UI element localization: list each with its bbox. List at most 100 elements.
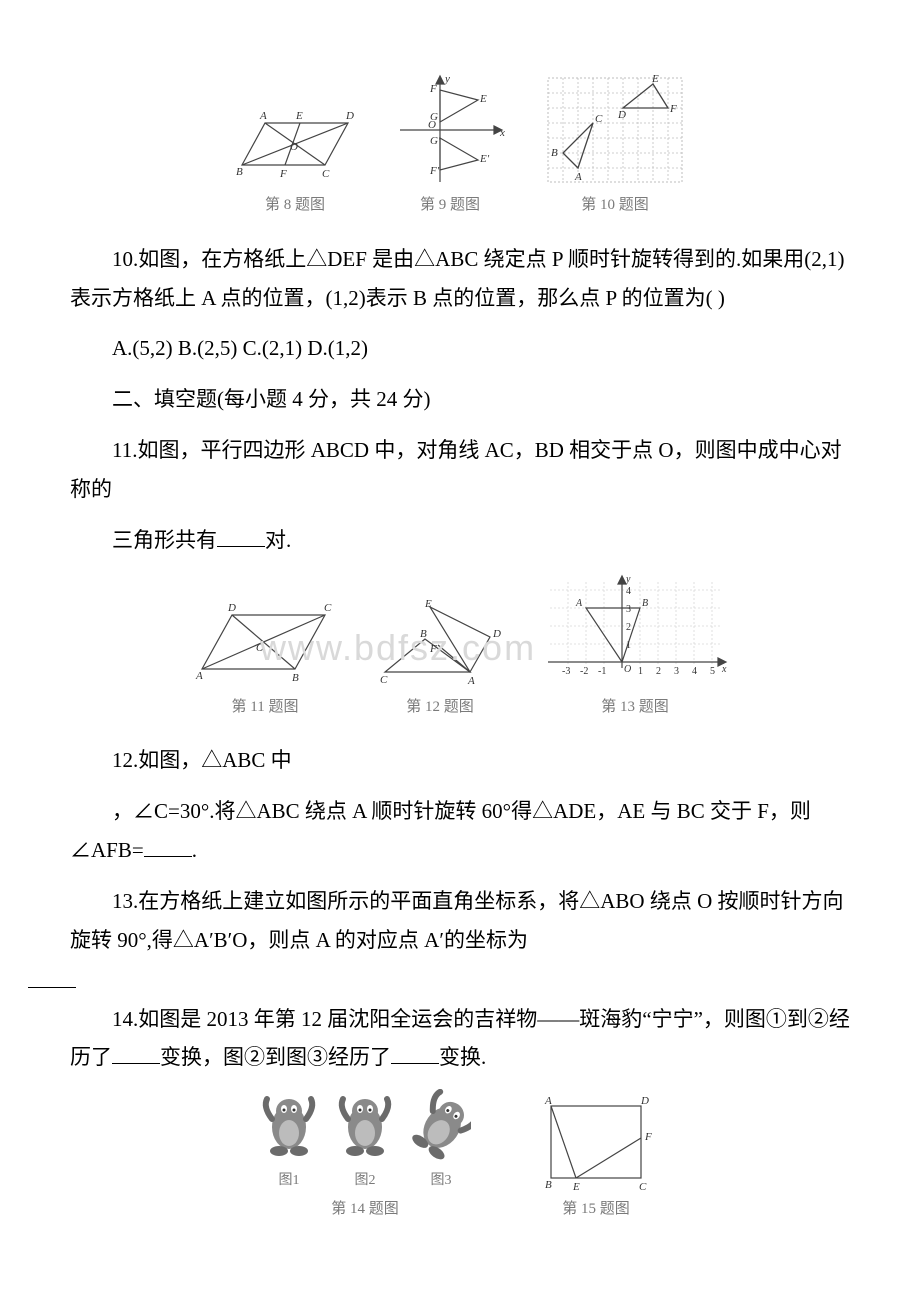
label-c: C: [322, 168, 330, 180]
q11-stem-b: 三角形共有 对.: [70, 521, 850, 560]
label-g: G: [430, 111, 438, 123]
label-a: A: [575, 598, 583, 609]
q14-post: 变换.: [439, 1045, 486, 1069]
caption-q8: 第 8 题图: [265, 192, 325, 220]
figure-q14: 图1 图2: [259, 1089, 471, 1224]
mascot-3-label: 图3: [431, 1168, 452, 1194]
caption-q11撒: 第 11 题图: [232, 694, 299, 722]
label-gp: G′: [430, 135, 441, 147]
tick-4: 4: [692, 666, 697, 677]
mascot-1-icon: [259, 1089, 319, 1164]
label-d: D: [492, 628, 501, 640]
label-fp: F′: [429, 165, 440, 177]
caption-q13: 第 13 题图: [601, 694, 669, 722]
label-a: A: [467, 675, 475, 687]
q10-options: A.(5,2) B.(2,5) C.(2,1) D.(1,2): [70, 329, 850, 368]
label-e: E: [479, 93, 487, 105]
figure-q11: D C A B O 第 11 题图: [190, 597, 340, 722]
label-c: C: [639, 1181, 647, 1193]
figure-row-q8-q9-q10: A E D B F C O 第 8 题图 y x: [70, 70, 850, 220]
label-d: D: [640, 1095, 649, 1107]
tick-3: 3: [674, 666, 679, 677]
section-2-heading: 二、填空题(每小题 4 分，共 24 分): [70, 380, 850, 419]
label-f: F: [669, 103, 677, 115]
tick-2: 2: [656, 666, 661, 677]
mascot-1-label: 图1: [279, 1168, 300, 1194]
blank-q14b: [391, 1042, 439, 1064]
q11-pre: 三角形共有: [112, 528, 217, 552]
label-b: B: [551, 147, 558, 159]
q10-stem: 10.如图，在方格纸上△DEF 是由△ABC 绕定点 P 顺时针旋转得到的.如果…: [70, 240, 850, 318]
blank-q11: [217, 525, 265, 547]
label-a: A: [195, 670, 203, 682]
figure-q8: A E D B F C O 第 8 题图: [230, 105, 360, 220]
tick-n2: -2: [580, 666, 588, 677]
mascot-3-icon: [411, 1089, 471, 1164]
label-d: D: [345, 110, 354, 122]
blank-q13: [28, 966, 76, 988]
label-f: F: [279, 168, 287, 180]
figure-q13: y x A B O -3 -2 -1 1 2 3 4 5 1 2 3 4 第 1…: [540, 572, 730, 722]
label-o: O: [290, 141, 298, 153]
label-e: E: [424, 598, 432, 610]
label-b: B: [642, 598, 648, 609]
tick-y2: 2: [626, 622, 631, 633]
label-a: A: [259, 110, 267, 122]
figure-q9: y x O F E G G′ E′ F′ 第 9 题图: [390, 70, 510, 220]
caption-q15: 第 15 题图: [562, 1196, 630, 1224]
label-c: C: [380, 674, 388, 686]
label-o: O: [624, 664, 631, 675]
tick-y4: 4: [626, 586, 631, 597]
label-x: x: [721, 664, 727, 675]
label-c: C: [595, 113, 603, 125]
caption-q14: 第 14 题图: [331, 1196, 399, 1224]
label-o: O: [256, 642, 264, 654]
caption-q12: 第 12 题图: [406, 694, 474, 722]
figure-row-q14-q15: 图1 图2: [70, 1089, 850, 1224]
label-e: E: [295, 110, 303, 122]
label-e: E: [651, 73, 659, 85]
q14-stem: 14.如图是 2013 年第 12 届沈阳全运会的吉祥物——斑海豹“宁宁”，则图…: [70, 1000, 850, 1078]
q12-post: .: [192, 838, 197, 862]
tick-y3: 3: [626, 604, 631, 615]
tick-n3: -3: [562, 666, 570, 677]
blank-q14a: [112, 1042, 160, 1064]
tick-1: 1: [638, 666, 643, 677]
label-f: F: [429, 643, 437, 655]
figure-row-q11-q12-q13: D C A B O 第 11 题图 A B C D E F: [70, 572, 850, 722]
label-ep: E′: [479, 153, 490, 165]
caption-q9: 第 9 题图: [420, 192, 480, 220]
label-d: D: [227, 602, 236, 614]
tick-y1: 1: [626, 640, 631, 651]
label-f: F: [429, 83, 437, 95]
label-x: x: [499, 127, 505, 139]
q12-stem-b: ，∠C=30°.将△ABC 绕点 A 顺时针旋转 60°得△ADE，AE 与 B…: [70, 792, 850, 870]
label-f: F: [644, 1131, 652, 1143]
label-b: B: [292, 672, 299, 684]
label-y: y: [625, 574, 631, 585]
label-y: y: [444, 73, 450, 85]
blank-q12: [144, 835, 192, 857]
tick-n1: -1: [598, 666, 606, 677]
mascot-2-label: 图2: [355, 1168, 376, 1194]
figure-q15: A D B E C F 第 15 题图: [531, 1094, 661, 1224]
tick-5: 5: [710, 666, 715, 677]
label-b: B: [420, 628, 427, 640]
label-b: B: [236, 166, 243, 178]
mascot-2-icon: [335, 1089, 395, 1164]
figure-q10: A B C D E F 第 10 题图: [540, 70, 690, 220]
q11-post: 对.: [265, 528, 291, 552]
q12-stem-a: 12.如图，△ABC 中: [70, 741, 850, 780]
label-d: D: [617, 109, 626, 121]
q14-mid: 变换，图②到图③经历了: [160, 1045, 391, 1069]
label-c: C: [324, 602, 332, 614]
figure-q12: A B C D E F 第 12 题图: [370, 597, 510, 722]
label-a: A: [574, 171, 582, 183]
q11-stem-a: 11.如图，平行四边形 ABCD 中，对角线 AC，BD 相交于点 O，则图中成…: [70, 431, 850, 509]
label-e: E: [572, 1181, 580, 1193]
caption-q10: 第 10 题图: [581, 192, 649, 220]
q13-stem: 13.在方格纸上建立如图所示的平面直角坐标系，将△ABO 绕点 O 按顺时针方向…: [70, 882, 850, 988]
label-a: A: [544, 1095, 552, 1107]
label-b: B: [545, 1179, 552, 1191]
q13-text: 13.在方格纸上建立如图所示的平面直角坐标系，将△ABO 绕点 O 按顺时针方向…: [70, 889, 844, 952]
